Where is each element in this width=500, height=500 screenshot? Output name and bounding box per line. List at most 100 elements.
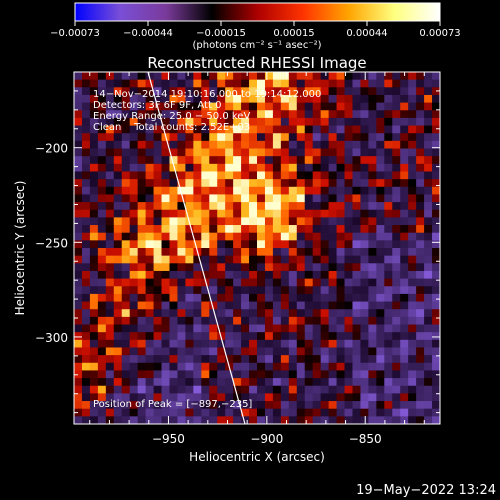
heatmap-cell: [288, 163, 298, 173]
heatmap-cell: [121, 148, 131, 157]
heatmap-cell: [233, 332, 242, 341]
heatmap-cell: [153, 240, 163, 249]
heatmap-cell: [432, 309, 440, 318]
heatmap-cell: [241, 79, 250, 88]
heatmap-cell: [249, 385, 258, 394]
heatmap-cell: [360, 117, 369, 127]
x-tick-label: −950: [152, 432, 185, 446]
heatmap-cell: [81, 347, 91, 356]
heatmap-cell: [336, 362, 346, 372]
heatmap-cell: [121, 378, 131, 387]
heatmap-cell: [249, 140, 258, 150]
heatmap-cell: [368, 378, 377, 387]
heatmap-cell: [257, 378, 266, 387]
heatmap-cell: [153, 316, 163, 326]
heatmap-cell: [312, 255, 322, 264]
heatmap-cell: [384, 301, 393, 310]
heatmap-cell: [121, 332, 131, 341]
heatmap-cell: [368, 263, 377, 272]
heatmap-cell: [193, 202, 202, 211]
heatmap-cell: [392, 408, 401, 417]
heatmap-cell: [129, 217, 139, 226]
heatmap-cell: [169, 370, 179, 379]
heatmap-cell: [217, 378, 226, 387]
heatmap-cell: [225, 293, 234, 303]
heatmap-cell: [272, 94, 282, 104]
heatmap-cell: [225, 270, 234, 280]
heatmap-cell: [233, 339, 242, 349]
heatmap-cell: [376, 316, 385, 326]
heatmap-cell: [105, 217, 115, 226]
heatmap-cell: [233, 72, 242, 81]
heatmap-cell: [233, 309, 242, 318]
heatmap-cell: [113, 171, 123, 180]
heatmap-cell: [169, 140, 179, 150]
heatmap-cell: [296, 309, 306, 318]
heatmap-cell: [257, 163, 266, 173]
heatmap-cell: [336, 408, 346, 417]
heatmap-cell: [217, 140, 226, 150]
heatmap-cell: [74, 140, 83, 150]
heatmap-cell: [209, 339, 218, 349]
heatmap-cell: [193, 140, 202, 150]
heatmap-cell: [97, 309, 107, 318]
heatmap-cell: [89, 156, 99, 165]
heatmap-cell: [280, 79, 290, 88]
heatmap-cell: [209, 324, 218, 333]
heatmap-cell: [169, 117, 179, 127]
heatmap-cell: [89, 217, 99, 226]
heatmap-cell: [384, 378, 393, 387]
heatmap-cell: [177, 378, 186, 387]
heatmap-cell: [81, 140, 91, 150]
heatmap-cell: [408, 232, 417, 241]
heatmap-cell: [408, 225, 417, 234]
heatmap-cell: [225, 171, 234, 180]
heatmap-cell: [177, 385, 186, 394]
heatmap-cell: [169, 186, 179, 196]
heatmap-cell: [360, 332, 369, 341]
heatmap-cell: [121, 217, 131, 226]
heatmap-cell: [312, 194, 322, 203]
heatmap-cell: [225, 163, 234, 173]
heatmap-cell: [169, 209, 179, 218]
heatmap-cell: [336, 332, 346, 341]
heatmap-cell: [105, 79, 115, 88]
heatmap-cell: [74, 133, 83, 142]
heatmap-cell: [129, 232, 139, 241]
heatmap-cell: [145, 370, 155, 379]
heatmap-cell: [145, 209, 155, 218]
heatmap-cell: [344, 408, 354, 417]
heatmap-cell: [360, 416, 369, 424]
heatmap-cell: [185, 110, 194, 119]
heatmap-cell: [113, 156, 123, 165]
heatmap-cell: [81, 209, 91, 218]
heatmap-cell: [376, 194, 385, 203]
heatmap-cell: [257, 209, 266, 218]
heatmap-cell: [416, 393, 425, 402]
heatmap-cell: [161, 385, 171, 394]
heatmap-cell: [97, 87, 107, 96]
heatmap-cell: [392, 362, 401, 372]
heatmap-cell: [424, 362, 433, 372]
heatmap-cell: [312, 293, 322, 303]
heatmap-cell: [264, 125, 274, 134]
heatmap-cell: [376, 301, 385, 310]
heatmap-cell: [129, 186, 139, 196]
heatmap-cell: [280, 72, 290, 81]
heatmap-cell: [368, 156, 377, 165]
x-tick-label: −850: [349, 432, 382, 446]
heatmap-cell: [368, 240, 377, 249]
heatmap-cell: [272, 316, 282, 326]
heatmap-cell: [145, 217, 155, 226]
heatmap-cell: [249, 255, 258, 264]
heatmap-cell: [105, 408, 115, 417]
heatmap-cell: [105, 309, 115, 318]
heatmap-cell: [129, 286, 139, 295]
heatmap-cell: [272, 79, 282, 88]
heatmap-cell: [233, 125, 242, 134]
heatmap-cell: [304, 324, 314, 333]
heatmap-cell: [89, 332, 99, 341]
heatmap-cell: [312, 332, 322, 341]
heatmap-cell: [344, 232, 354, 241]
heatmap-cell: [137, 278, 147, 287]
